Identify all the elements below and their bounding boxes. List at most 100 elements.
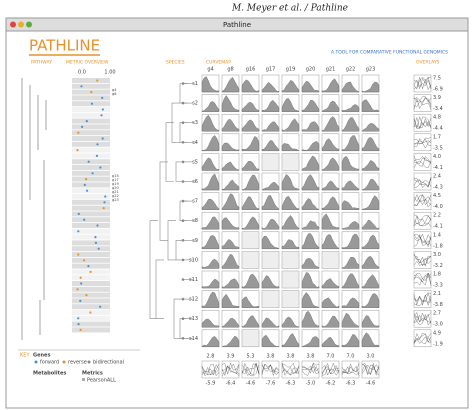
curve-area [241,102,260,112]
metric-row [72,199,110,205]
curve-area [301,198,320,210]
overlay-curve [413,292,432,303]
column-max: 5.3 [247,354,255,360]
curve-area [221,278,240,289]
metric-row [72,165,110,170]
overlay-curve [413,294,432,306]
curve-area [321,116,340,132]
overlay-curve [301,363,320,376]
curve-area [301,81,320,93]
empty-cell [282,153,299,170]
metric-dot [79,299,82,302]
metric-label: g15 [112,174,119,178]
curve-area [221,335,240,347]
overlay-curve [201,363,220,376]
overlay-curve [281,367,300,375]
column-max: 3.8 [307,354,315,360]
curve-area [341,334,360,347]
metric-row [72,205,110,211]
overlay-max: 2.1 [433,291,441,297]
curve-area [201,114,220,132]
gene-label: g17 [266,67,276,73]
metric-dot [85,294,88,297]
species-label: s1 [192,81,198,87]
overlay-curve [321,362,340,376]
metric-dot [87,265,90,268]
overlay-curve [341,363,360,376]
overlay-curve [241,363,260,376]
metric-row [72,292,110,298]
species-label: s2 [192,101,198,107]
overlay-curve [413,336,432,344]
empty-cell [242,232,259,249]
metric-dot [95,154,99,157]
curve-area [201,318,220,328]
curve-area [201,291,220,308]
empty-cell [282,271,299,288]
curve-area [341,256,360,269]
metric-label: g8 [112,92,116,96]
metric-row [72,315,110,321]
tree-node [181,160,185,164]
species-label: s11 [189,277,198,283]
overlay-max: 3.9 [433,95,441,101]
overlay-curve [201,367,220,376]
tree-node [181,297,185,301]
minimize-button[interactable] [18,21,24,28]
tree-node [181,141,185,144]
tree-node [181,317,185,321]
column-min: -7.6 [266,381,276,387]
curve-area [281,195,300,210]
overlay-max: 1.7 [433,134,441,140]
overlay-curve [413,295,432,305]
curve-area [281,174,300,191]
metric-label: g21 [112,190,119,194]
species-label: s9 [192,238,198,244]
curve-area [361,255,380,269]
metric-row [72,95,110,101]
overlay-curve [413,77,432,90]
key-heading: Metrics [82,371,103,377]
curve-area [341,200,360,210]
close-button[interactable] [10,21,16,28]
zoom-button[interactable] [26,21,32,28]
metric-row [72,217,110,223]
section-label: SPECIES [166,60,185,66]
curve-area [221,95,240,112]
curve-area [361,332,380,347]
curve-area [301,174,320,191]
empty-cell [262,251,279,268]
metric-row [72,112,110,118]
curve-area [361,315,380,328]
metric-dot [76,288,79,291]
curve-area [201,336,220,347]
metric-dot [104,195,107,198]
gene-label: g19 [286,67,296,73]
curve-area [301,292,320,308]
overlay-curve [413,273,432,286]
curve-area [241,174,260,191]
overlay-curve [413,96,432,103]
overlay-min: -4.1 [433,165,443,171]
overlay-curve [413,194,432,206]
column-min: -6.3 [286,381,296,387]
overlay-curve [413,178,432,187]
curve-area [281,118,300,132]
key-swatch [87,360,91,364]
curve-area [261,100,280,112]
overlay-cell [413,329,432,348]
curve-area [281,333,300,347]
overlay-min: -6.9 [433,87,443,93]
curve-area [201,198,220,210]
metric-row [72,263,110,269]
species-label: s6 [192,179,198,185]
metric-dot [85,120,88,123]
overlay-curve [301,366,320,375]
tree-branch [155,259,164,319]
key-title: KEY [20,353,30,359]
curve-area [201,101,220,112]
overlay-cell [413,231,432,250]
overlay-min: -3.8 [433,302,443,308]
